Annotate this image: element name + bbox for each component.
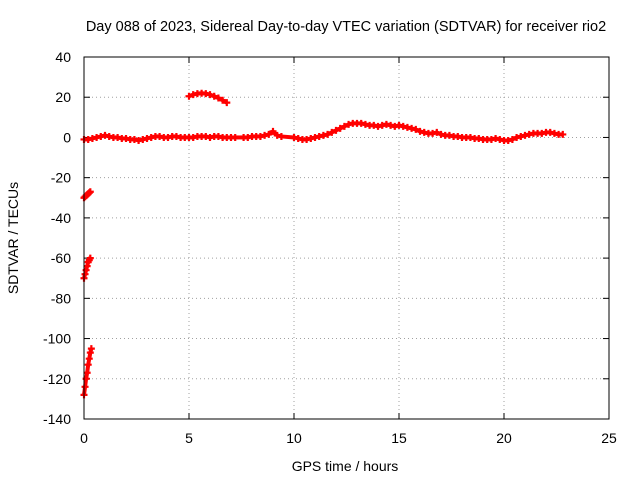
data-point [86, 188, 94, 196]
series-main [80, 119, 567, 144]
x-tick-label: 25 [601, 430, 617, 446]
data-point [223, 99, 231, 107]
series-drop-2 [80, 254, 94, 282]
series-drop-3 [80, 345, 95, 399]
data-point [559, 130, 567, 138]
chart-title: Day 088 of 2023, Sidereal Day-to-day VTE… [86, 19, 606, 35]
grid [84, 57, 609, 419]
y-tick-label: -60 [51, 250, 71, 266]
y-tick-label: 40 [55, 49, 71, 65]
x-tick-label: 20 [496, 430, 512, 446]
x-tick-label: 10 [286, 430, 302, 446]
y-tick-label: -20 [51, 170, 71, 186]
x-tick-label: 0 [80, 430, 88, 446]
y-tick-label: -40 [51, 210, 71, 226]
x-axis-label: GPS time / hours [292, 458, 399, 474]
y-tick-label: 20 [55, 89, 71, 105]
series-arc [185, 89, 231, 107]
x-tick-label: 15 [391, 430, 407, 446]
plot-frame [83, 56, 610, 420]
y-tick-label: -100 [43, 331, 71, 347]
y-tick-label: -140 [43, 411, 71, 427]
axis-ticks: 0 5 10 15 20 25 -140 -120 -100 -80 -60 -40 -20 0 20 40 [43, 49, 617, 446]
y-tick-label: 0 [63, 129, 71, 145]
data-point [86, 254, 94, 262]
y-tick-label: -80 [51, 290, 71, 306]
series-drop-1 [80, 188, 94, 202]
data-points [80, 89, 567, 399]
data-point [87, 345, 95, 353]
x-tick-label: 5 [185, 430, 193, 446]
y-axis-label: SDTVAR / TECUs [5, 182, 21, 294]
y-tick-label: -120 [43, 371, 71, 387]
